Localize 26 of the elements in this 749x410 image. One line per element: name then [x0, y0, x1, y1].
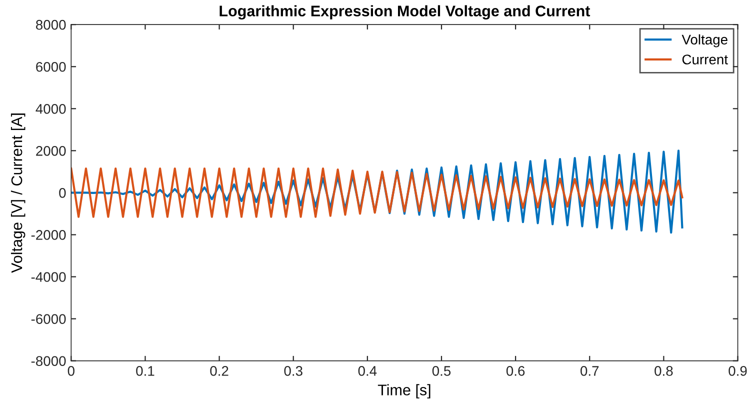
legend-label: Current: [682, 54, 728, 64]
x-tick-label: 0.8: [654, 366, 673, 376]
y-axis-title: Voltage [V] / Current [A]: [10, 114, 26, 273]
y-tick-label: -8000: [31, 356, 66, 366]
x-tick-label: 0.3: [284, 366, 302, 376]
y-tick-label: -2000: [31, 230, 66, 240]
x-tick-label: 0.9: [728, 366, 747, 376]
y-tick-label: -6000: [31, 314, 66, 324]
y-tick-label: 2000: [36, 146, 66, 156]
legend-label: Voltage: [682, 34, 728, 48]
y-tick-label: 4000: [36, 104, 66, 114]
line-series: [71, 150, 684, 234]
x-tick-label: 0.6: [506, 366, 525, 376]
x-tick-label: 0.2: [210, 366, 228, 376]
x-tick-label: 0: [68, 366, 74, 376]
y-tick-label: 8000: [36, 20, 66, 30]
x-tick-label: 0.1: [136, 366, 154, 376]
y-tick-label: 6000: [36, 62, 66, 72]
chart-title: Logarithmic Expression Model Voltage and Current: [220, 5, 590, 20]
line-series: [71, 167, 684, 218]
x-tick-label: 0.5: [432, 366, 451, 376]
x-tick-label: 0.7: [580, 366, 599, 376]
x-axis-title: Time [s]: [378, 384, 430, 398]
y-tick-label: 0: [59, 188, 66, 198]
y-tick-label: -4000: [31, 272, 66, 282]
x-tick-label: 0.4: [358, 366, 377, 376]
